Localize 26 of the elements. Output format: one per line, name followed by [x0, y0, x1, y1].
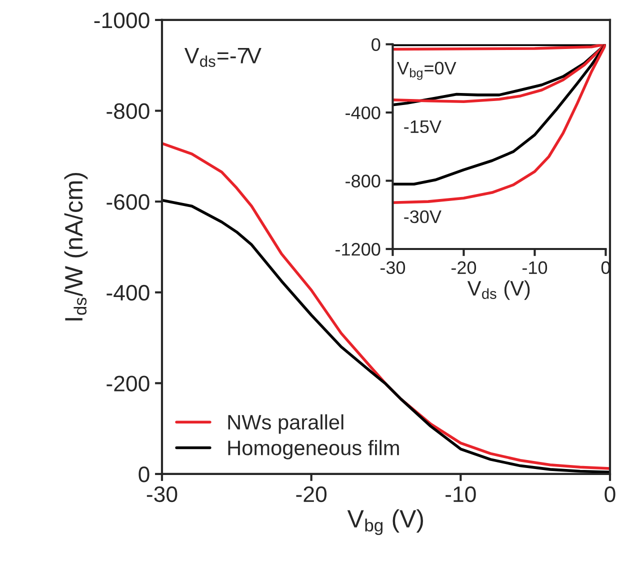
y-tick-label: -800 [346, 174, 380, 188]
annotation: -30V [404, 210, 442, 224]
annotation: V$_{bg}$=0V [397, 62, 456, 80]
y-tick-label: -200 [106, 376, 150, 392]
annotation: -15V [404, 120, 442, 134]
legend-label: Homogeneous film [228, 440, 399, 460]
x-tick-label: -30 [380, 261, 406, 274]
y-tick-label: 0 [138, 466, 150, 482]
x-axis-title: V$_{ds}$ (V) [467, 280, 530, 300]
x-tick-label: -20 [451, 261, 476, 274]
y-tick-label: -400 [346, 106, 380, 120]
y-tick-label: 0 [372, 38, 380, 51]
legend-label: NWs parallel [228, 414, 344, 434]
y-tick-label: -400 [106, 284, 150, 301]
x-tick-label: -10 [522, 261, 548, 274]
y-tick-label: -800 [106, 103, 150, 120]
y-tick-label: -600 [106, 194, 150, 210]
x-tick-label: -30 [146, 486, 178, 502]
y-tick-label: -1200 [336, 242, 380, 256]
y-axis-title: I$_{ds}$/W (nA/cm) [64, 172, 88, 320]
y-tick-label: -1000 [94, 12, 150, 28]
x-axis-title: V$_{bg}$ (V) [347, 509, 423, 535]
x-tick-label: 0 [604, 486, 616, 502]
x-tick-label: -20 [296, 486, 327, 502]
annotation: V$_{ds}$=-7V [184, 48, 262, 67]
x-tick-label: -10 [446, 486, 476, 502]
